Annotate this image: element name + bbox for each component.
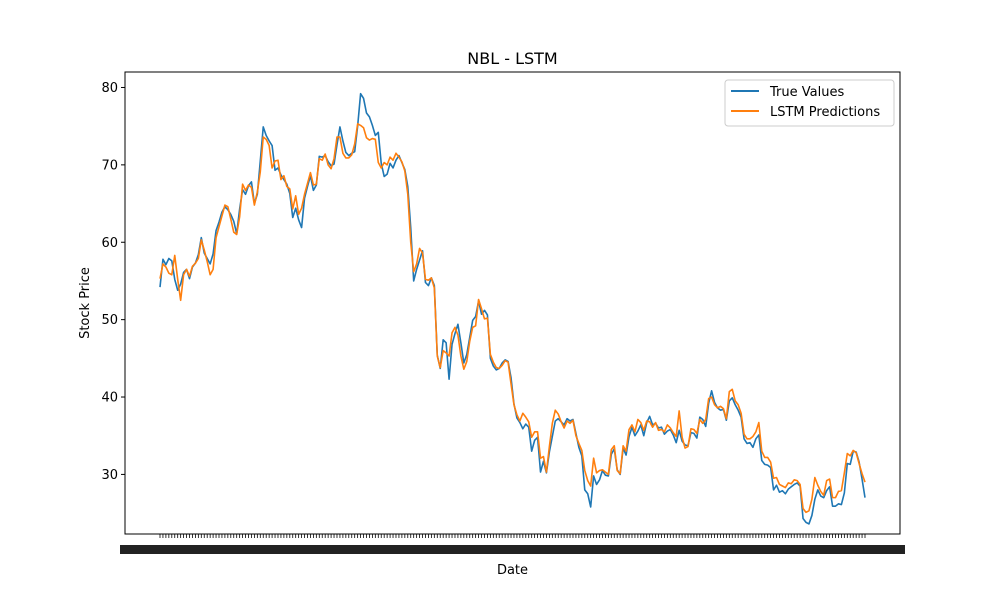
chart-title: NBL - LSTM [467, 49, 557, 68]
y-tick-label: 70 [101, 158, 118, 173]
series-layer [159, 92, 866, 525]
y-tick-label: 50 [101, 313, 118, 328]
y-tick-label: 60 [101, 236, 118, 251]
y-tick-label: 30 [101, 468, 118, 483]
legend-box [724, 79, 895, 127]
series-line-lstm-predictions [159, 123, 866, 514]
plot-area [125, 72, 900, 534]
y-tick-label: 40 [101, 391, 118, 406]
legend-label-true-values: True Values [769, 85, 844, 100]
x-axis-ticks [120, 534, 905, 554]
x-axis-label: Date [497, 563, 528, 578]
x-tick-labels-overlapping [120, 545, 905, 554]
y-tick-label: 80 [101, 81, 118, 96]
y-axis-label: Stock Price [78, 267, 93, 339]
legend: True Values LSTM Predictions [724, 79, 895, 127]
legend-label-lstm-predictions: LSTM Predictions [770, 105, 880, 120]
axes-frame [124, 71, 901, 535]
y-axis-ticks: 30 40 50 60 70 80 [101, 81, 125, 483]
